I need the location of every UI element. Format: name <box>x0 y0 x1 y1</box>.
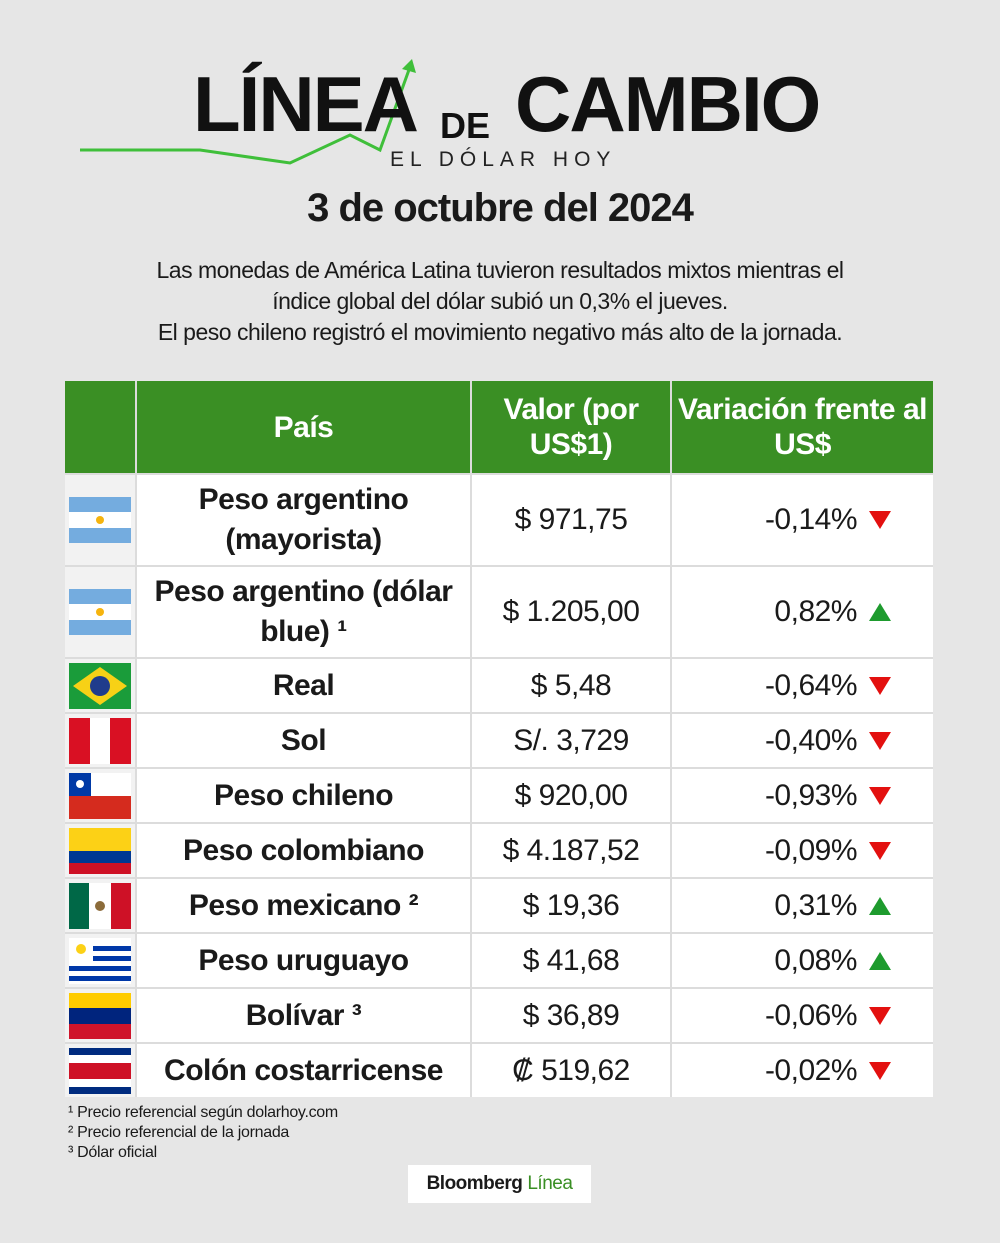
flag <box>69 497 131 543</box>
brand: Bloomberg Línea <box>408 1165 591 1203</box>
header-cell <box>65 381 135 473</box>
change-cell: 0,08% <box>672 934 933 987</box>
down-arrow <box>869 1006 891 1025</box>
description: Las monedas de América Latina tuvieron r… <box>60 255 940 348</box>
flag <box>69 662 131 709</box>
logo-word: DE <box>440 105 491 146</box>
header-cell: Variación frente al US$ <box>672 381 933 473</box>
flag-cell <box>65 769 135 822</box>
footnote: ² Precio referencial de la jornada <box>68 1124 290 1141</box>
flag-cell <box>65 989 135 1042</box>
flag <box>69 937 131 984</box>
change-cell: -0,02% <box>672 1044 933 1097</box>
change-text: -0,14% <box>764 503 858 536</box>
flag-cell <box>65 659 135 712</box>
footnote: ³ Dólar oficial <box>68 1144 157 1161</box>
change-text: 0,31% <box>774 888 857 922</box>
logo-arrow <box>80 59 416 165</box>
logo-word: CAMBIO <box>515 60 821 148</box>
header-cell: País <box>137 381 470 473</box>
country-cell: Peso colombiano <box>137 824 470 877</box>
country-cell: Peso argentino (mayorista) <box>137 475 470 565</box>
change-text: -0,40% <box>764 723 858 757</box>
change-cell: 0,31% <box>672 879 933 932</box>
flag <box>69 717 131 764</box>
value-cell: $ 1.205,00 <box>472 567 670 657</box>
down-arrow <box>869 731 891 750</box>
brand-name: Línea <box>527 1173 573 1194</box>
change-text: -0,02% <box>764 1053 858 1087</box>
logo-word: LÍNEA <box>193 60 419 148</box>
change-text: 0,82% <box>774 595 857 628</box>
change-text: 0,08% <box>774 943 857 977</box>
change-cell: 0,82% <box>672 567 933 657</box>
country-cell: Peso chileno <box>137 769 470 822</box>
change-cell: -0,09% <box>672 824 933 877</box>
flag-cell <box>65 714 135 767</box>
flag-cell <box>65 567 135 657</box>
flag <box>69 827 131 874</box>
description-line: Las monedas de América Latina tuvieron r… <box>156 257 844 283</box>
change-cell: -0,06% <box>672 989 933 1042</box>
value-cell: $ 19,36 <box>472 879 670 932</box>
down-arrow <box>869 1061 891 1080</box>
flag-cell <box>65 934 135 987</box>
value-cell: $ 920,00 <box>472 769 670 822</box>
value-cell: S/. 3,729 <box>472 714 670 767</box>
description-line: El peso chileno registró el movimiento n… <box>157 319 843 345</box>
flag-cell <box>65 824 135 877</box>
value-cell: $ 4.187,52 <box>472 824 670 877</box>
footnote: ¹ Precio referencial según dolarhoy.com <box>68 1104 338 1121</box>
country-cell: Peso argentino (dólar blue) ¹ <box>137 567 470 657</box>
footnotes: ¹ Precio referencial según dolarhoy.com … <box>68 1103 338 1163</box>
flag-cell <box>65 1044 135 1097</box>
value-cell: ₡ 519,62 <box>472 1044 670 1097</box>
logo-tagline: EL DÓLAR HOY <box>390 148 617 171</box>
flag <box>69 992 131 1039</box>
value-cell: $ 41,68 <box>472 934 670 987</box>
change-cell: -0,40% <box>672 714 933 767</box>
value-cell: $ 971,75 <box>472 475 670 565</box>
value-cell: $ 5,48 <box>472 659 670 712</box>
change-text: -0,09% <box>764 833 858 867</box>
up-arrow <box>869 603 891 621</box>
country-cell: Colón costarricense <box>137 1044 470 1097</box>
flag-cell <box>65 879 135 932</box>
country-cell: Bolívar ³ <box>137 989 470 1042</box>
down-arrow <box>869 676 891 695</box>
country-cell: Peso uruguayo <box>137 934 470 987</box>
date: 3 de octubre del 2024 <box>307 186 694 230</box>
flag <box>69 882 131 929</box>
flag <box>69 772 131 819</box>
down-arrow <box>869 511 891 529</box>
up-arrow <box>869 951 891 970</box>
flag <box>69 589 131 635</box>
change-cell: -0,64% <box>672 659 933 712</box>
change-text: -0,64% <box>764 668 858 702</box>
country-cell: Peso mexicano ² <box>137 879 470 932</box>
flag-cell <box>65 475 135 565</box>
change-cell: -0,93% <box>672 769 933 822</box>
logo: LÍNEA DE CAMBIO EL DÓLAR HOY <box>0 55 1000 175</box>
change-text: -0,93% <box>764 778 858 812</box>
change-text: -0,06% <box>764 998 858 1032</box>
change-cell: -0,14% <box>672 475 933 565</box>
value-cell: $ 36,89 <box>472 989 670 1042</box>
up-arrow <box>869 896 891 915</box>
header-cell: Valor (por US$1) <box>472 381 670 473</box>
country-cell: Real <box>137 659 470 712</box>
country-cell: Sol <box>137 714 470 767</box>
table: País Valor (por US$1) Variación frente a… <box>65 381 933 1097</box>
brand-name: Bloomberg <box>426 1173 523 1194</box>
down-arrow <box>869 786 891 805</box>
down-arrow <box>869 841 891 860</box>
flag <box>69 1047 131 1094</box>
description-line: índice global del dólar subió un 0,3% el… <box>272 288 728 314</box>
